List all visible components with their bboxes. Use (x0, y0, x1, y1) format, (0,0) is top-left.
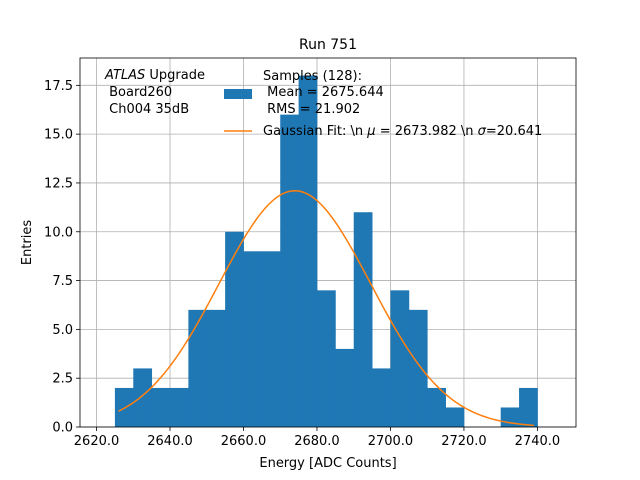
histogram-bar (170, 387, 189, 427)
fit-label-text: = 2673.982 \n (376, 124, 478, 139)
histogram-bar (390, 290, 410, 427)
y-tick-label: 17.5 (44, 79, 73, 94)
histogram-bar (280, 114, 300, 427)
histogram-bar (316, 290, 336, 427)
annotation-line-1: ATLAS Upgrade (104, 68, 205, 83)
annotation-line-3: Ch004 35dB (105, 102, 189, 117)
plot-frame (79, 57, 577, 428)
y-tick-label: 2.5 (52, 372, 73, 387)
histogram-bar (225, 231, 244, 427)
y-tick-label: 15.0 (44, 128, 73, 143)
y-tick-label: 12.5 (44, 176, 73, 191)
y-tick-label: 0.0 (52, 421, 73, 436)
histogram-bar (408, 309, 428, 427)
y-tick-label: 7.5 (52, 274, 73, 289)
y-tick-label: 5.0 (52, 323, 73, 338)
histogram-bar (133, 368, 153, 427)
histogram-bar (188, 309, 208, 427)
annotation-rest: Upgrade (145, 68, 205, 83)
legend-fit-label: Gaussian Fit: \n μ = 2673.982 \n σ=20.64… (263, 124, 542, 139)
atlas-annotation: ATLAS Upgrade Board260 Ch004 35dB (104, 68, 205, 117)
histogram-bar (372, 368, 391, 427)
x-tick-label: 2680.0 (294, 434, 340, 449)
x-tick-label: 2700.0 (368, 434, 414, 449)
legend: Samples (128): Mean = 2675.644 RMS = 21.… (224, 69, 542, 139)
legend-hist-line-3: RMS = 21.902 (263, 102, 360, 117)
x-tick-label: 2740.0 (515, 434, 561, 449)
histogram-bar (206, 309, 226, 427)
fit-label-symbol: σ (478, 124, 487, 139)
histogram-bar (243, 251, 263, 427)
fit-label-text: Gaussian Fit: \n (263, 124, 367, 139)
histogram-bar (353, 212, 373, 427)
x-axis-label: Energy [ADC Counts] (259, 456, 396, 471)
fit-label-text: =20.641 (486, 124, 542, 139)
grid (80, 58, 576, 428)
histogram-bar (519, 387, 538, 427)
chart-title: Run 751 (299, 37, 357, 53)
y-tick-label: 10.0 (44, 225, 73, 240)
legend-hist-line-1: Samples (128): (263, 69, 362, 84)
x-tick-label: 2720.0 (441, 434, 487, 449)
gaussian-fit (118, 190, 534, 427)
legend-hist-line-2: Mean = 2675.644 (263, 85, 384, 100)
axis-ticks: 2620.0 2640.0 2660.0 2680.0 2700.0 2720.0 2740… (44, 79, 560, 449)
annotation-italic: ATLAS (104, 68, 145, 83)
histogram-bar (298, 75, 318, 428)
histogram-bar (445, 407, 465, 427)
histogram-bar (151, 387, 171, 427)
histogram-bar (335, 348, 355, 427)
x-tick-label: 2660.0 (221, 434, 267, 449)
annotation-line-2: Board260 (105, 85, 172, 100)
gaussian-fit-curve (118, 190, 534, 427)
legend-hist-swatch (224, 89, 252, 99)
histogram-bar (427, 387, 446, 427)
fit-label-symbol: μ (366, 124, 375, 139)
x-tick-label: 2640.0 (147, 434, 193, 449)
histogram-bar (261, 251, 281, 427)
x-tick-label: 2620.0 (74, 434, 120, 449)
y-axis-label: Entries (20, 220, 35, 266)
